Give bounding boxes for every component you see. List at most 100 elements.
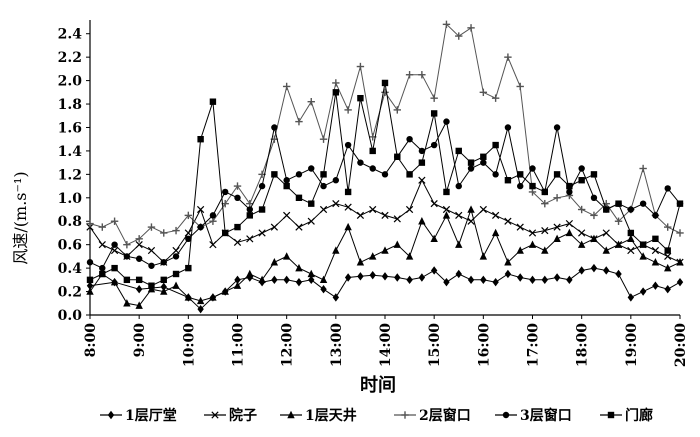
data-point [258, 182, 266, 190]
data-point [160, 229, 168, 237]
data-point [393, 215, 401, 223]
data-point [418, 147, 426, 155]
marker-x-stroke [492, 211, 500, 220]
marker-x-stroke [307, 217, 315, 225]
data-point [639, 241, 647, 248]
data-point [147, 246, 156, 255]
data-point [234, 275, 241, 285]
data-point [234, 194, 241, 201]
y-tick-label: 1.8 [58, 97, 82, 113]
data-point [111, 241, 118, 248]
data-point [135, 241, 143, 249]
data-point [504, 258, 512, 266]
data-point [664, 252, 672, 261]
data-point [307, 217, 315, 225]
marker-x-stroke [356, 211, 365, 220]
legend-item: 3层窗口 [495, 407, 572, 424]
data-point [197, 136, 204, 143]
axes [89, 20, 680, 316]
data-point [356, 258, 365, 266]
marker-x-stroke [369, 205, 377, 214]
marker-x-stroke [627, 246, 635, 255]
x-tick-label: 11:00 [231, 323, 247, 367]
data-point [553, 171, 561, 178]
data-point [467, 24, 475, 32]
data-point [185, 235, 192, 243]
data-point [209, 241, 217, 249]
data-point [160, 287, 168, 295]
data-point [603, 266, 610, 275]
data-point [639, 200, 647, 207]
data-point [553, 223, 561, 231]
data-point [246, 235, 254, 243]
marker-x-stroke [110, 246, 119, 255]
data-point [172, 226, 180, 235]
data-point [221, 287, 229, 295]
data-point [233, 238, 242, 246]
data-point [578, 266, 585, 275]
marker-x-stroke [295, 223, 303, 231]
data-point [381, 211, 389, 220]
y-tick-label: 2.4 [58, 27, 83, 43]
data-point [418, 71, 426, 79]
data-point [480, 275, 487, 285]
data-point [99, 270, 106, 278]
data-point [430, 94, 438, 102]
data-point [357, 272, 364, 281]
data-point [357, 94, 364, 102]
data-point [369, 270, 376, 280]
x-tick-label: 15:00 [427, 323, 443, 367]
y-tick-label: 1.0 [58, 191, 83, 207]
data-point [246, 199, 254, 208]
data-point [639, 164, 647, 173]
data-point [332, 177, 340, 184]
data-point [344, 273, 352, 282]
data-point [553, 234, 561, 243]
data-point [246, 206, 253, 213]
data-point [258, 275, 266, 284]
data-point [295, 223, 303, 231]
data-point [86, 259, 94, 266]
data-point [405, 71, 414, 79]
data-point [184, 211, 193, 220]
data-point [394, 153, 401, 160]
data-point [528, 240, 537, 248]
data-point [455, 32, 463, 40]
data-point [110, 217, 119, 225]
data-point [295, 194, 303, 201]
data-point [664, 285, 671, 294]
data-point [467, 159, 475, 166]
marker-x-stroke [393, 215, 401, 223]
data-point [110, 277, 119, 286]
data-point [405, 205, 414, 214]
data-point [652, 235, 659, 243]
data-point [319, 275, 328, 284]
data-point [283, 211, 291, 220]
marker-x-stroke [283, 211, 291, 220]
marker-x-stroke [418, 176, 426, 184]
data-point [491, 228, 500, 237]
data-point [418, 159, 426, 166]
data-point [369, 165, 376, 172]
data-point [283, 177, 290, 184]
data-point [676, 258, 684, 266]
x-tick-label: 10:00 [181, 323, 197, 367]
data-point [283, 182, 290, 190]
data-point [664, 223, 672, 231]
data-point [405, 252, 414, 260]
data-point [566, 182, 573, 190]
data-point [393, 240, 401, 248]
x-tick-label: 9:00 [132, 323, 148, 358]
data-point [160, 259, 167, 266]
data-point [332, 89, 340, 96]
data-point [332, 79, 340, 87]
data-point [332, 246, 340, 254]
data-point [504, 217, 512, 225]
data-point [123, 253, 131, 260]
data-point [344, 141, 352, 149]
data-point [504, 53, 512, 61]
data-point [553, 194, 561, 202]
data-point [627, 229, 635, 237]
marker-x-stroke [147, 246, 156, 255]
